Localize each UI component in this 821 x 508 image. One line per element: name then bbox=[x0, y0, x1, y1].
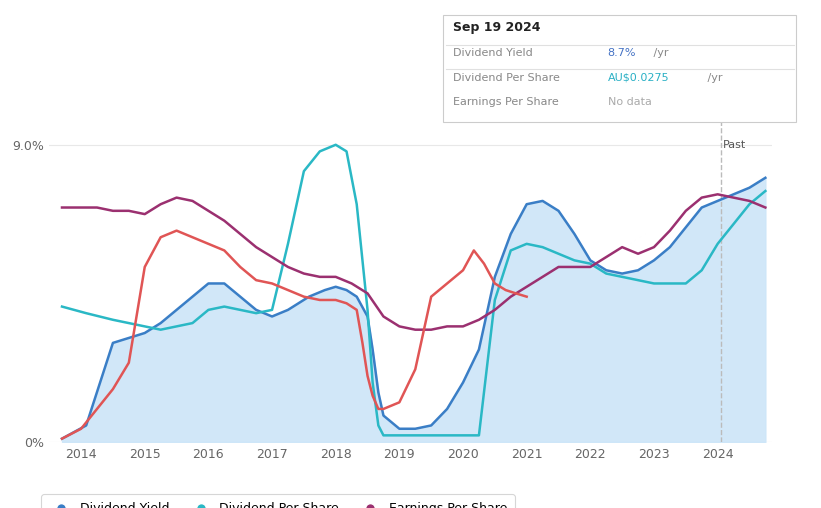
Text: /yr: /yr bbox=[650, 48, 669, 58]
Text: Earnings Per Share: Earnings Per Share bbox=[453, 97, 559, 107]
Text: No data: No data bbox=[608, 97, 651, 107]
Text: Dividend Per Share: Dividend Per Share bbox=[453, 73, 560, 83]
Text: 8.7%: 8.7% bbox=[608, 48, 636, 58]
Text: Sep 19 2024: Sep 19 2024 bbox=[453, 21, 541, 35]
Text: /yr: /yr bbox=[704, 73, 722, 83]
Text: Past: Past bbox=[722, 140, 746, 150]
Legend: Dividend Yield, Dividend Per Share, Earnings Per Share: Dividend Yield, Dividend Per Share, Earn… bbox=[41, 494, 515, 508]
Text: Dividend Yield: Dividend Yield bbox=[453, 48, 533, 58]
Text: AU$0.0275: AU$0.0275 bbox=[608, 73, 669, 83]
